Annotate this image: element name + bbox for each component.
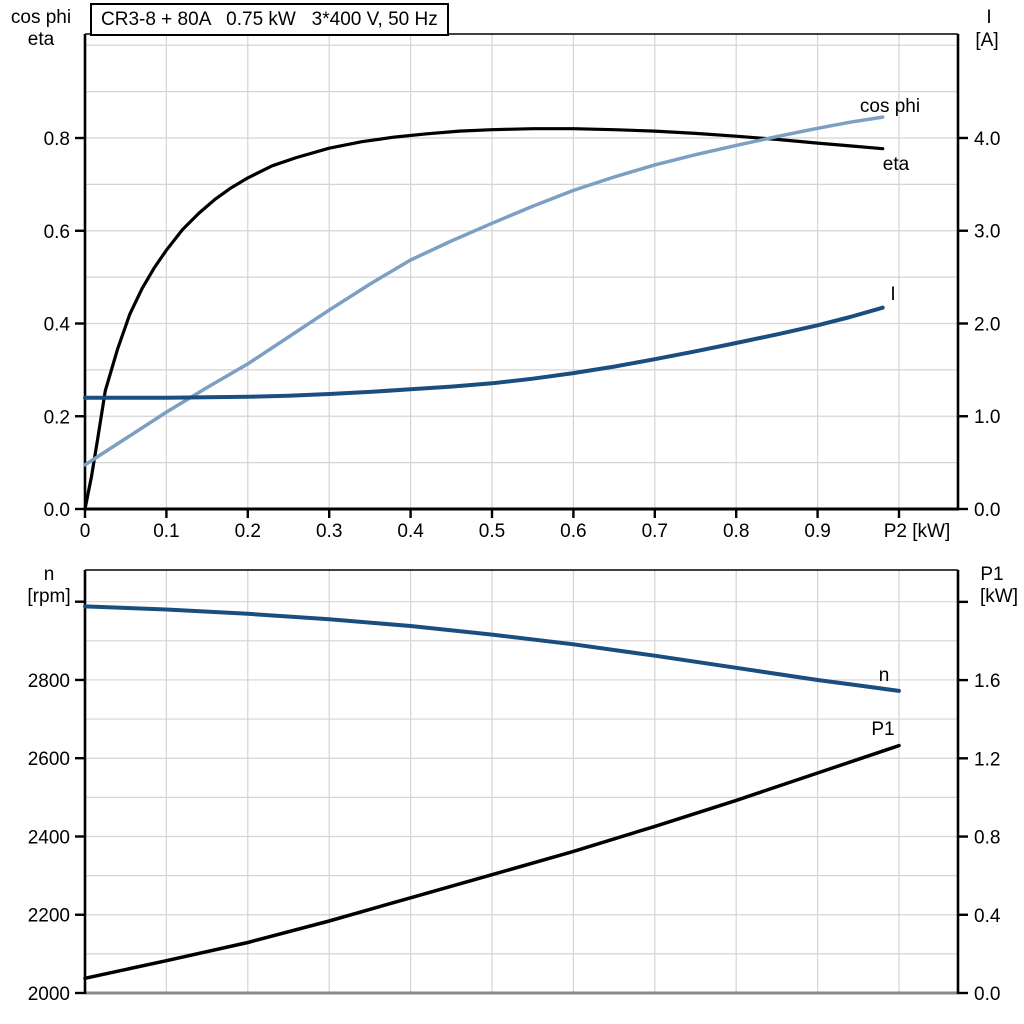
tick-label-right: 0.4 bbox=[974, 906, 1001, 927]
tick-label-right: 1.6 bbox=[974, 671, 1000, 692]
curve-label-current: I bbox=[890, 284, 895, 305]
tick-label-left: 0.8 bbox=[44, 129, 70, 150]
tick-label-right: 0.0 bbox=[974, 984, 1000, 1005]
tick-label-x: 0.9 bbox=[804, 521, 830, 542]
axis-label-x: P2 [kW] bbox=[884, 521, 951, 542]
tick-label-x: 0.4 bbox=[397, 521, 424, 542]
tick-label-x: 0.5 bbox=[479, 521, 505, 542]
curve-label-eta: eta bbox=[883, 154, 910, 175]
curve-speed bbox=[83, 604, 901, 693]
curve-cos-phi bbox=[83, 115, 885, 467]
tick-label-x: 0.8 bbox=[723, 521, 749, 542]
axis-title: [kW] bbox=[980, 586, 1018, 607]
curve-label-speed: n bbox=[879, 665, 890, 686]
tick-label-x: 0.7 bbox=[642, 521, 668, 542]
tick-label-left: 0.6 bbox=[44, 222, 70, 243]
axis-title: [rpm] bbox=[27, 586, 70, 607]
curve-eta bbox=[83, 127, 885, 511]
curve-label-p1: P1 bbox=[871, 719, 894, 740]
chart-title-box: CR3-8 + 80A 0.75 kW 3*400 V, 50 Hz bbox=[90, 3, 449, 36]
tick-label-x: 0.3 bbox=[316, 521, 342, 542]
tick-label-left: 2600 bbox=[28, 749, 70, 770]
curve-label-cos-phi: cos phi bbox=[860, 96, 920, 117]
tick-label-x: 0.6 bbox=[560, 521, 586, 542]
curve-current bbox=[83, 305, 885, 400]
axis-title: n bbox=[44, 564, 55, 585]
tick-label-left: 0.2 bbox=[44, 407, 70, 428]
tick-label-right: 2.0 bbox=[974, 314, 1000, 335]
tick-label-right: 1.2 bbox=[974, 749, 1000, 770]
tick-label-left: 2400 bbox=[28, 827, 70, 848]
tick-label-left: 0.0 bbox=[44, 500, 70, 521]
tick-label-left: 0.4 bbox=[44, 315, 71, 336]
curve-p1 bbox=[83, 743, 901, 981]
tick-label-x: 0.2 bbox=[235, 521, 261, 542]
tick-label-right: 0.0 bbox=[974, 500, 1000, 521]
tick-label-right: 0.8 bbox=[974, 828, 1000, 849]
tick-label-left: 2800 bbox=[28, 671, 70, 692]
tick-label-left: 2000 bbox=[28, 984, 70, 1005]
axis-title: eta bbox=[28, 29, 55, 50]
axis-title: [A] bbox=[975, 30, 998, 51]
axis-title: I bbox=[986, 7, 991, 28]
tick-label-left: 2200 bbox=[28, 906, 70, 927]
axis-title: cos phi bbox=[11, 7, 71, 28]
axis-title: P1 bbox=[980, 564, 1003, 585]
tick-label-x: 0 bbox=[80, 521, 91, 542]
tick-label-x: 0.1 bbox=[153, 521, 179, 542]
tick-label-right: 1.0 bbox=[974, 407, 1000, 428]
tick-label-right: 3.0 bbox=[974, 222, 1000, 243]
tick-label-right: 4.0 bbox=[974, 129, 1000, 150]
